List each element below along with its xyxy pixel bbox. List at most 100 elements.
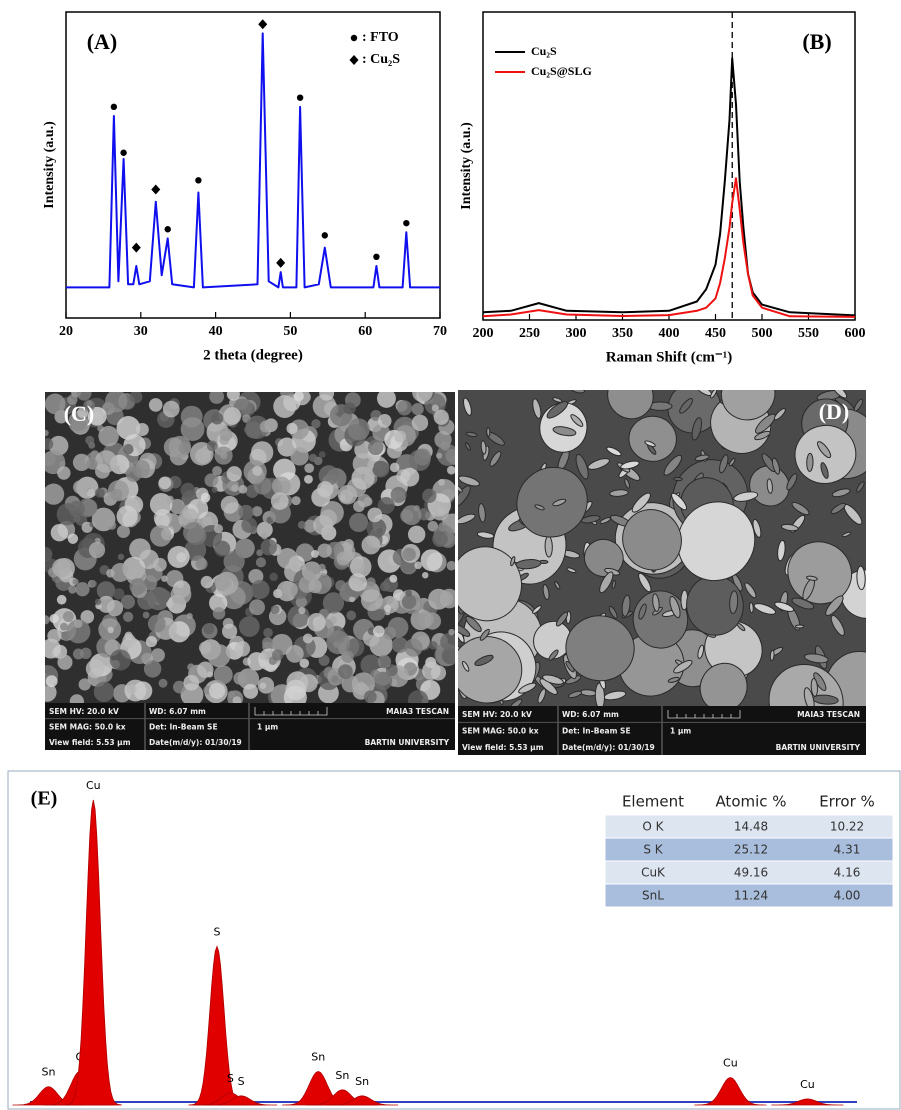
sem-grain	[372, 625, 385, 638]
sem-grain	[318, 451, 326, 458]
sem-grain	[231, 484, 239, 492]
sem-grain	[831, 390, 848, 399]
sem-grain	[458, 475, 480, 487]
sem-grain	[361, 535, 381, 555]
sem-grain	[414, 561, 423, 570]
sem-grain	[458, 546, 522, 622]
sem-grain	[76, 392, 92, 401]
sem-grain	[207, 644, 231, 668]
spectrum-peak	[188, 945, 246, 1106]
sem-grain	[226, 392, 240, 401]
sem-grain	[841, 531, 852, 538]
table-cell: 10.22	[830, 820, 864, 834]
sem-grain	[679, 398, 694, 414]
sem-grain	[318, 547, 326, 554]
sem-grain	[135, 423, 149, 436]
sem-grain	[116, 416, 141, 440]
sem-grain	[465, 442, 471, 451]
series-line	[66, 32, 440, 289]
x-tick-label: 200	[473, 326, 494, 341]
sem-grain	[308, 453, 318, 463]
sem-grain	[52, 558, 72, 578]
sem-grain	[533, 620, 572, 660]
table-cell: 4.00	[834, 889, 861, 903]
sem-grain	[116, 505, 138, 527]
sem-grain	[206, 440, 218, 452]
sem-grain	[50, 524, 69, 542]
sem-grain	[89, 579, 97, 588]
sem-grain	[176, 580, 185, 589]
sem-grain	[49, 613, 59, 624]
sem-grain	[348, 573, 367, 592]
sem-grain	[804, 653, 829, 664]
sem-grain	[422, 661, 441, 681]
panel-label: (C)	[64, 401, 95, 426]
sem-grain	[728, 457, 736, 467]
sem-grain	[107, 626, 114, 634]
sem-grain	[548, 649, 559, 661]
sem-grain	[212, 465, 222, 476]
sem-grain	[611, 579, 616, 589]
table-cell: 4.31	[834, 843, 861, 857]
sem-grain	[411, 402, 424, 416]
sem-grain	[276, 548, 298, 569]
sem-grain	[638, 603, 647, 620]
sem-grain	[367, 507, 383, 523]
sem-grain	[791, 501, 810, 516]
y-axis-label: Intensity (a.u.)	[42, 121, 57, 209]
sem-grain	[214, 446, 233, 465]
sem-grain	[260, 538, 277, 556]
sem-grain	[129, 392, 143, 404]
sem-grain	[749, 602, 754, 614]
sem-grain	[180, 482, 196, 498]
sem-grain	[407, 525, 426, 544]
sem-grain	[431, 502, 450, 521]
sem-grain	[336, 551, 351, 566]
sem-grain	[166, 495, 174, 504]
sem-grain	[448, 628, 455, 636]
sem-grain	[249, 599, 265, 616]
table-cell: 49.16	[734, 866, 768, 880]
sem-grain	[269, 572, 278, 582]
sem-grain	[817, 441, 832, 459]
peak-marker	[373, 253, 380, 260]
peak-marker	[321, 232, 329, 239]
sem-grain	[47, 628, 62, 644]
sem-grain	[427, 521, 439, 532]
sem-grain	[489, 450, 502, 467]
sem-grain	[420, 549, 443, 572]
sem-grain	[322, 592, 345, 614]
sem-grain	[436, 452, 443, 459]
sem-grain	[222, 623, 238, 639]
sem-grain	[534, 504, 545, 511]
sem-grain	[167, 545, 190, 568]
sem-grain	[293, 392, 304, 402]
sem-grain	[125, 466, 142, 482]
sem-grain	[45, 429, 49, 437]
x-tick-label: 400	[659, 326, 680, 341]
sem-image: SEM HV: 20.0 kV WD: 6.07 mm MAIA3 TESCAN SE…	[458, 390, 866, 755]
sem-grain	[343, 402, 356, 415]
sem-grain	[297, 520, 306, 529]
legend-label: : Cu₂S	[362, 52, 400, 67]
sem-grain	[86, 458, 98, 470]
sem-grain	[319, 392, 335, 401]
sem-grain	[197, 661, 214, 678]
sem-grain	[145, 636, 158, 648]
x-tick-label: 250	[519, 326, 540, 341]
sem-grain	[238, 616, 260, 637]
sem-grain	[806, 575, 818, 581]
table-cell: CuK	[641, 866, 666, 880]
sem-grain	[257, 677, 275, 694]
info-text: Det: In-Beam SE	[562, 727, 631, 736]
legend-marker	[350, 34, 358, 42]
sem-grain	[129, 578, 147, 595]
peak-marker	[110, 103, 118, 111]
sem-grain	[45, 547, 53, 562]
sem-grain	[417, 611, 435, 628]
sem-grain	[652, 593, 660, 612]
sem-grain	[360, 589, 383, 612]
sem-grain	[223, 550, 245, 573]
sem-grain	[673, 659, 693, 674]
